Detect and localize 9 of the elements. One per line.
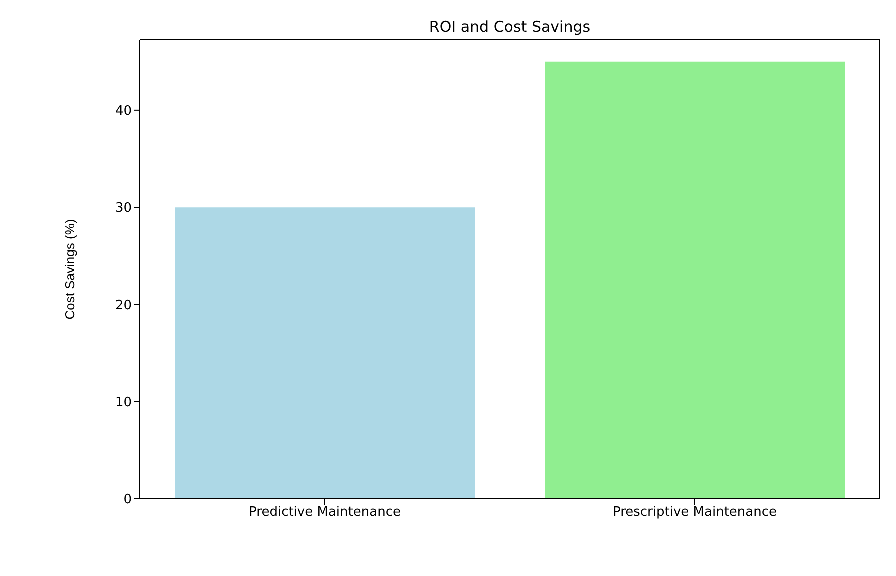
x-tick-label: Prescriptive Maintenance: [612, 505, 778, 520]
chart-title: ROI and Cost Savings: [428, 18, 592, 36]
y-tick-label: 20: [115, 298, 132, 314]
x-tick-label: Predictive Maintenance: [249, 505, 401, 520]
y-tick-label: 30: [115, 201, 132, 216]
y-axis-title: Cost Savings (%): [62, 219, 78, 320]
y-tick-label: 0: [124, 492, 132, 508]
y-tick-label: 10: [115, 395, 132, 410]
y-tick-label: 40: [115, 104, 132, 120]
